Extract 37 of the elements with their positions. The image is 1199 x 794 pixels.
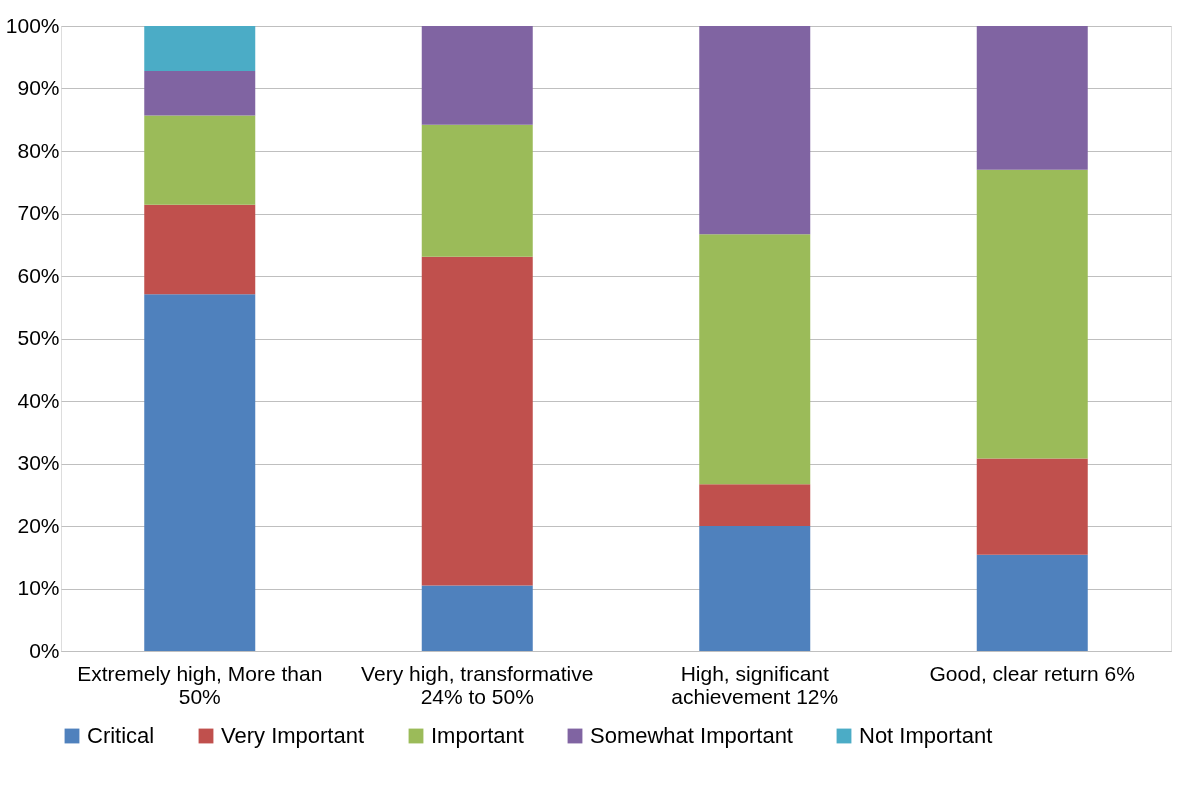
y-tick-label: 40% bbox=[17, 388, 60, 412]
bar bbox=[421, 26, 533, 125]
y-tick-label: 60% bbox=[17, 263, 60, 287]
y-tick-label: 30% bbox=[17, 451, 60, 474]
legend-label: Critical bbox=[87, 723, 155, 748]
bar bbox=[976, 554, 1088, 651]
bar bbox=[976, 458, 1088, 555]
bar bbox=[699, 484, 811, 526]
bar bbox=[421, 256, 533, 586]
bar bbox=[976, 26, 1088, 170]
legend-label: Not Important bbox=[859, 723, 993, 748]
bar bbox=[144, 204, 256, 295]
bar bbox=[421, 585, 533, 651]
y-tick-label: 0% bbox=[29, 638, 60, 662]
y-tick-label: 100% bbox=[5, 13, 60, 37]
bar bbox=[699, 526, 811, 651]
x-tick-label: High, significant achievement 12% bbox=[671, 661, 839, 708]
y-tick-label: 70% bbox=[17, 201, 60, 224]
y-tick-label: 80% bbox=[17, 138, 60, 162]
bar bbox=[976, 169, 1088, 459]
x-tick-label: Very high, transformative 24% to 50% bbox=[361, 661, 594, 708]
x-tick-label: Good, clear return 6% bbox=[929, 661, 1135, 685]
legend-label: Somewhat Important bbox=[590, 723, 793, 748]
legend-label: Important bbox=[431, 723, 524, 748]
bar bbox=[144, 115, 256, 205]
bar bbox=[699, 234, 811, 485]
legend-label: Very Important bbox=[221, 723, 365, 748]
bar bbox=[421, 124, 533, 257]
y-tick-label: 90% bbox=[17, 76, 60, 99]
y-tick-label: 50% bbox=[17, 326, 60, 349]
x-tick-label: Extremely high, More than 50% bbox=[77, 661, 323, 708]
bar bbox=[144, 294, 256, 651]
y-tick-label: 10% bbox=[17, 576, 60, 599]
bar bbox=[144, 26, 256, 71]
y-tick-label: 20% bbox=[17, 513, 60, 537]
bar bbox=[699, 26, 811, 235]
bar bbox=[144, 71, 256, 116]
